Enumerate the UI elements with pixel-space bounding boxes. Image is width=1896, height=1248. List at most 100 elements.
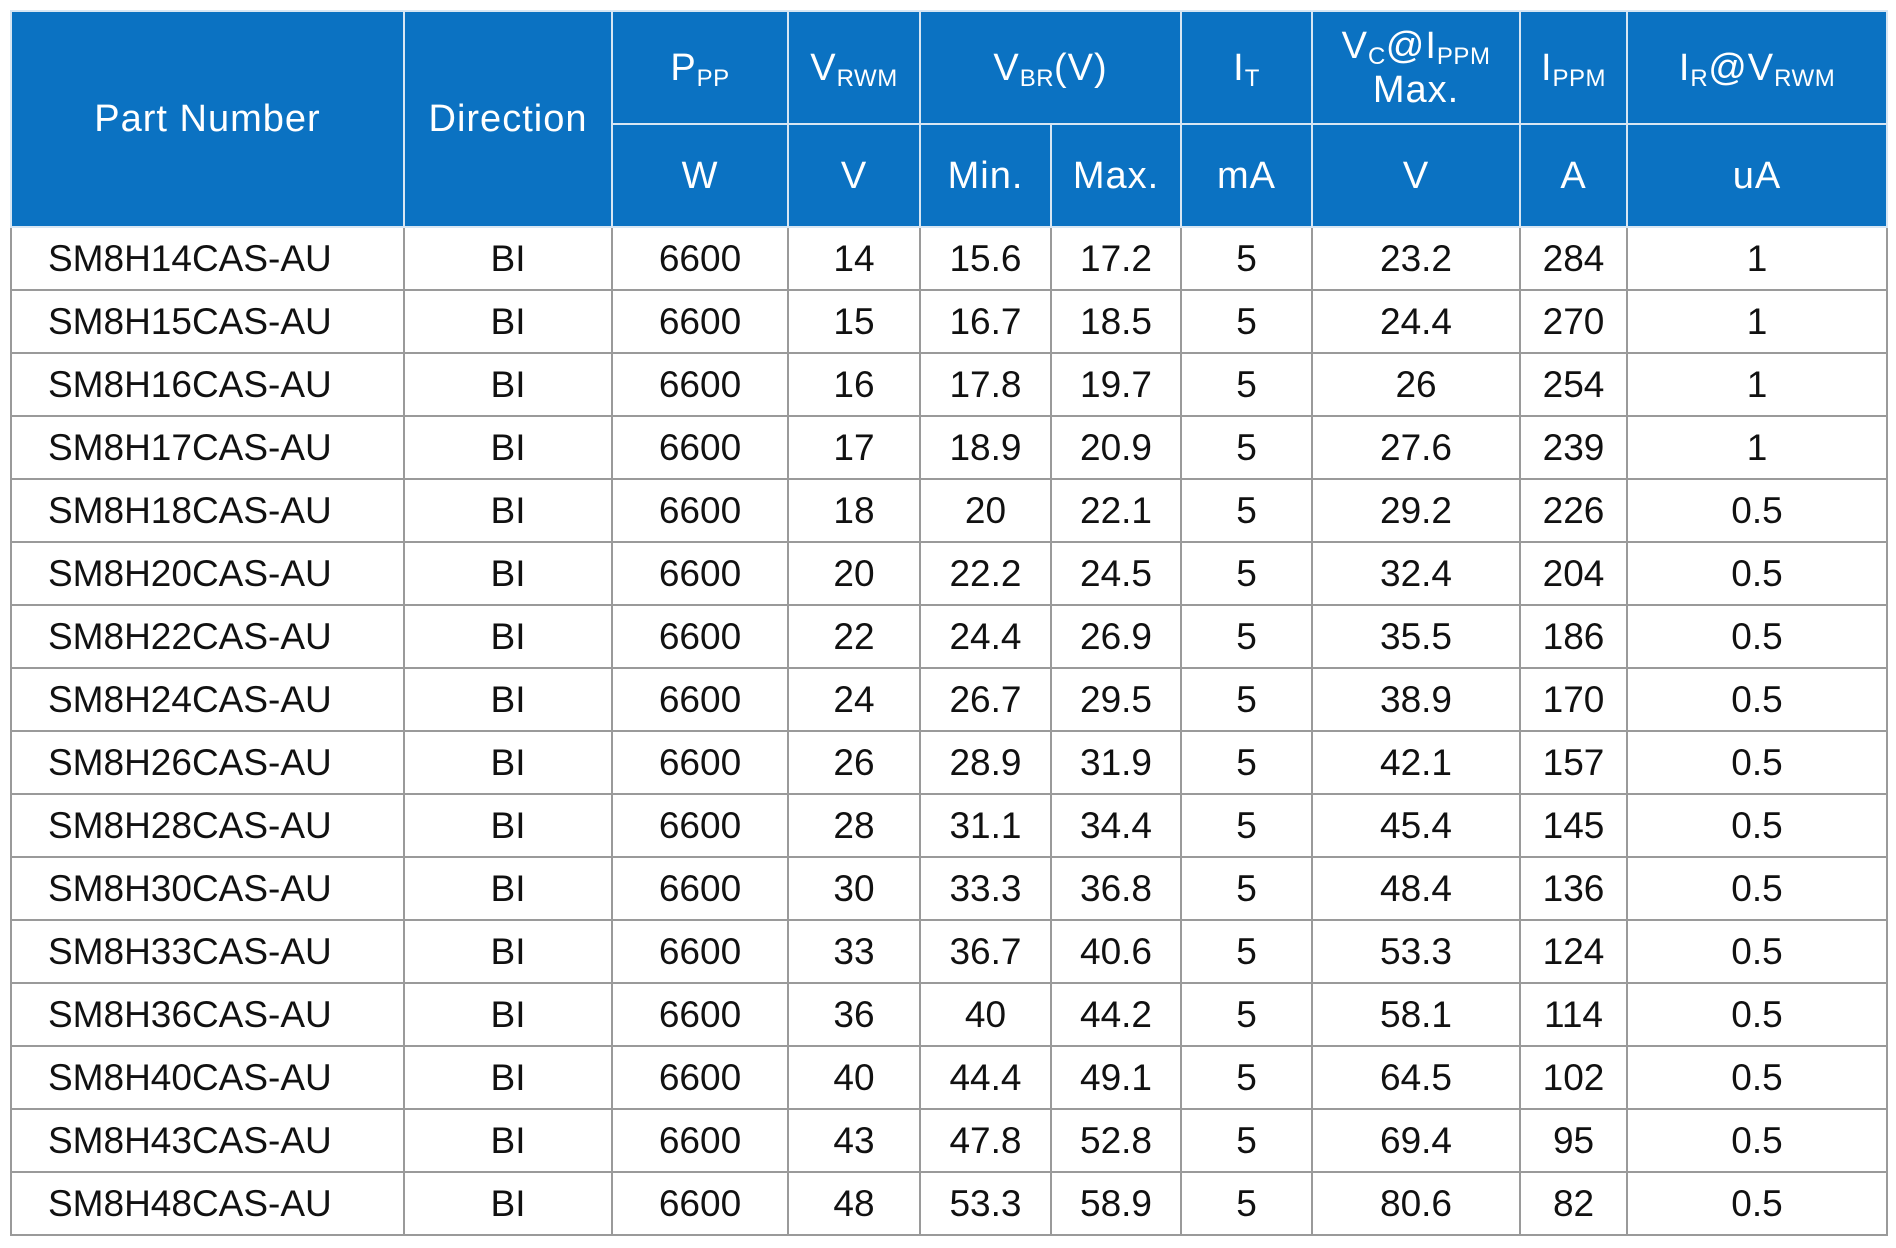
table-cell: 53.3 bbox=[919, 1171, 1052, 1236]
subscript: C bbox=[1367, 42, 1386, 70]
header-line: Max. bbox=[1313, 68, 1519, 112]
table-cell: 29.2 bbox=[1311, 478, 1522, 543]
unit-cell: V bbox=[1311, 123, 1522, 228]
table-cell: 1 bbox=[1626, 352, 1889, 417]
table-cell: 5 bbox=[1180, 730, 1314, 795]
subscript: PPM bbox=[1436, 42, 1491, 70]
table-header: Part Number Direction PPP VRWM VBR(V) IT VC@IP… bbox=[10, 10, 1889, 228]
table-cell: 0.5 bbox=[1626, 919, 1889, 984]
table-cell: 26.7 bbox=[919, 667, 1052, 732]
header-cell: IR@VRWM bbox=[1626, 10, 1889, 125]
table-cell: BI bbox=[403, 352, 613, 417]
table-cell: BI bbox=[403, 541, 613, 606]
table-cell: 36.8 bbox=[1049, 856, 1183, 921]
header-line: IR@VRWM bbox=[1628, 46, 1886, 92]
header-text: Direction bbox=[428, 98, 588, 140]
table-cell: 136 bbox=[1519, 856, 1629, 921]
table-cell: 20 bbox=[919, 478, 1052, 543]
part-number: SM8H16CAS-AU bbox=[10, 352, 405, 417]
header-cell: PPP bbox=[611, 10, 789, 125]
table-cell: 48.4 bbox=[1311, 856, 1522, 921]
header-text: P bbox=[670, 46, 697, 89]
table-cell: 44.4 bbox=[919, 1045, 1052, 1110]
table-cell: 0.5 bbox=[1626, 478, 1889, 543]
unit-cell: Max. bbox=[1049, 123, 1183, 228]
table-cell: 40.6 bbox=[1049, 919, 1183, 984]
subscript: R bbox=[1690, 64, 1709, 92]
unit-cell: A bbox=[1519, 123, 1629, 228]
table-cell: 28.9 bbox=[919, 730, 1052, 795]
table-cell: 5 bbox=[1180, 793, 1314, 858]
part-number: SM8H28CAS-AU bbox=[10, 793, 405, 858]
part-number: SM8H14CAS-AU bbox=[10, 226, 405, 291]
header-line: IPPM bbox=[1521, 46, 1626, 91]
table-cell: BI bbox=[403, 1045, 613, 1110]
table-cell: 31.9 bbox=[1049, 730, 1183, 795]
table-cell: 69.4 bbox=[1311, 1108, 1522, 1173]
part-number: SM8H24CAS-AU bbox=[10, 667, 405, 732]
table-cell: 6600 bbox=[611, 415, 789, 480]
table-cell: BI bbox=[403, 289, 613, 354]
table-row: SM8H24CAS-AU BI 6600 24 26.7 29.5 5 38.9 170 0.5 bbox=[10, 667, 1889, 732]
header-cell: IT bbox=[1180, 10, 1314, 125]
table-cell: 170 bbox=[1519, 667, 1629, 732]
header-cell: VBR(V) bbox=[918, 10, 1183, 125]
table-cell: 20 bbox=[787, 541, 921, 606]
table-cell: 6600 bbox=[611, 541, 789, 606]
table-cell: 22 bbox=[787, 604, 921, 669]
table-cell: 0.5 bbox=[1626, 856, 1889, 921]
table-row: SM8H28CAS-AU BI 6600 28 31.1 34.4 5 45.4 145 0.5 bbox=[10, 793, 1889, 858]
table-cell: 0.5 bbox=[1626, 541, 1889, 606]
table-row: SM8H40CAS-AU BI 6600 40 44.4 49.1 5 64.5 102 0.5 bbox=[10, 1045, 1889, 1110]
table-cell: 0.5 bbox=[1626, 793, 1889, 858]
table-cell: BI bbox=[403, 667, 613, 732]
part-number: SM8H20CAS-AU bbox=[10, 541, 405, 606]
table-cell: 5 bbox=[1180, 982, 1314, 1047]
table-cell: 15.6 bbox=[919, 226, 1052, 291]
header-cell: VRWM bbox=[787, 10, 921, 125]
part-number: SM8H22CAS-AU bbox=[10, 604, 405, 669]
table-cell: 5 bbox=[1180, 604, 1314, 669]
part-number: SM8H18CAS-AU bbox=[10, 478, 405, 543]
table-cell: BI bbox=[403, 1171, 613, 1236]
table-cell: 40 bbox=[919, 982, 1052, 1047]
table-cell: 34.4 bbox=[1049, 793, 1183, 858]
table-cell: 6600 bbox=[611, 604, 789, 669]
table-cell: 145 bbox=[1519, 793, 1629, 858]
part-number: SM8H48CAS-AU bbox=[10, 1171, 405, 1236]
table-cell: 18.5 bbox=[1049, 289, 1183, 354]
table-body: SM8H14CAS-AU BI 6600 14 15.6 17.2 5 23.2 284 1 SM8… bbox=[10, 226, 1889, 1236]
table-row: SM8H17CAS-AU BI 6600 17 18.9 20.9 5 27.6 239 1 bbox=[10, 415, 1889, 480]
table-cell: 5 bbox=[1180, 289, 1314, 354]
header-line: Direction bbox=[405, 97, 611, 141]
unit-cell: Min. bbox=[919, 123, 1052, 228]
table-cell: 6600 bbox=[611, 793, 789, 858]
table-row: SM8H30CAS-AU BI 6600 30 33.3 36.8 5 48.4 136 0.5 bbox=[10, 856, 1889, 921]
table-cell: 5 bbox=[1180, 667, 1314, 732]
table-cell: 33.3 bbox=[919, 856, 1052, 921]
table-cell: 23.2 bbox=[1311, 226, 1522, 291]
header-row: Part Number Direction PPP VRWM VBR(V) IT VC@IP… bbox=[10, 10, 1889, 228]
part-number: SM8H36CAS-AU bbox=[10, 982, 405, 1047]
table-cell: 226 bbox=[1519, 478, 1629, 543]
table-cell: BI bbox=[403, 415, 613, 480]
table-cell: 40 bbox=[787, 1045, 921, 1110]
table-cell: 58.1 bbox=[1311, 982, 1522, 1047]
table-cell: 204 bbox=[1519, 541, 1629, 606]
header-line: Part Number bbox=[12, 97, 403, 141]
table-cell: 24.4 bbox=[919, 604, 1052, 669]
table-row: SM8H22CAS-AU BI 6600 22 24.4 26.9 5 35.5 186 0.5 bbox=[10, 604, 1889, 669]
header-line: PPP bbox=[613, 46, 787, 91]
table-cell: 22.2 bbox=[919, 541, 1052, 606]
part-number: SM8H33CAS-AU bbox=[10, 919, 405, 984]
table-row: SM8H20CAS-AU BI 6600 20 22.2 24.5 5 32.4 204 0.5 bbox=[10, 541, 1889, 606]
table-cell: 30 bbox=[787, 856, 921, 921]
header-text: I bbox=[1540, 46, 1553, 89]
table-cell: 6600 bbox=[611, 919, 789, 984]
table-cell: 47.8 bbox=[919, 1108, 1052, 1173]
table-cell: 26 bbox=[787, 730, 921, 795]
table-cell: 114 bbox=[1519, 982, 1629, 1047]
header-text: (V) bbox=[1054, 46, 1108, 89]
table-cell: 270 bbox=[1519, 289, 1629, 354]
